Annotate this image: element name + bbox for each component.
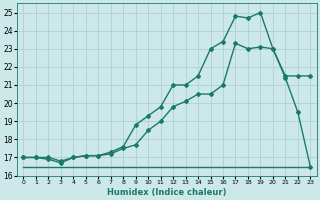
X-axis label: Humidex (Indice chaleur): Humidex (Indice chaleur): [107, 188, 227, 197]
